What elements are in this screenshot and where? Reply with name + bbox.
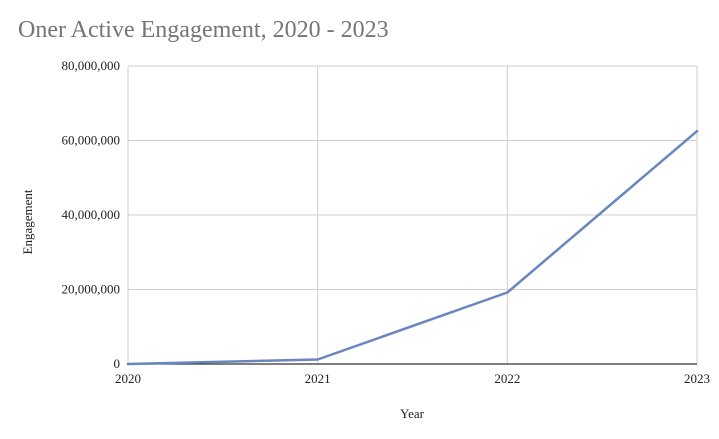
data-point: [695, 129, 699, 133]
data-point: [126, 362, 130, 366]
chart-title: Oner Active Engagement, 2020 - 2023: [18, 17, 389, 43]
y-tick-label: 60,000,000: [62, 133, 121, 148]
grid-lines: [127, 65, 698, 364]
data-point: [506, 291, 509, 294]
series-layer: [126, 129, 699, 366]
y-tick-label: 0: [114, 356, 121, 371]
x-tick-label: 2020: [115, 371, 141, 386]
y-axis-title: Engagement: [20, 189, 35, 254]
x-tick-label: 2022: [494, 371, 520, 386]
y-tick-label: 20,000,000: [62, 282, 121, 297]
y-tick-label: 80,000,000: [62, 58, 121, 73]
x-tick-label: 2021: [305, 371, 331, 386]
data-point: [316, 358, 319, 361]
y-tick-label: 40,000,000: [62, 207, 121, 222]
x-tick-label: 2023: [684, 371, 710, 386]
tick-labels: 0 20,000,000 40,000,000 60,000,000 80,000,00…: [62, 58, 711, 386]
x-axis-title: Year: [400, 406, 425, 421]
series-line: [126, 129, 699, 366]
